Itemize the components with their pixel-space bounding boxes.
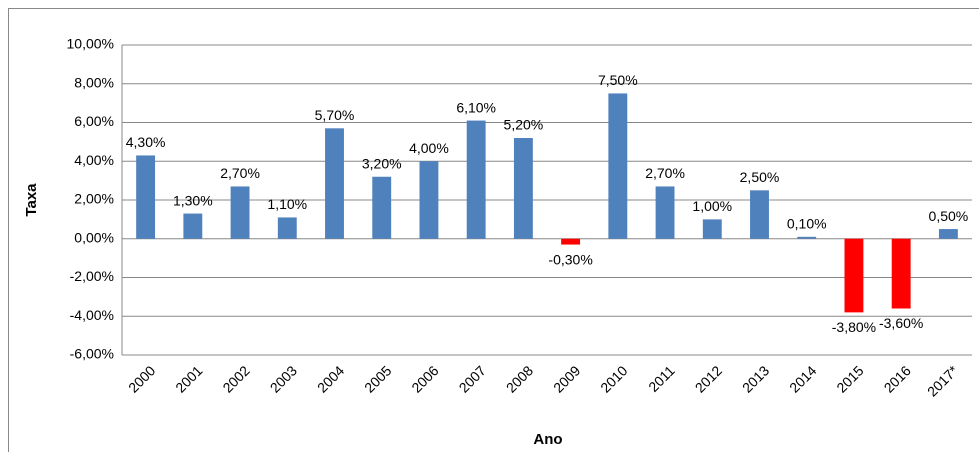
x-tick-label: 2015 bbox=[833, 362, 866, 395]
bar bbox=[891, 238, 911, 309]
bar bbox=[608, 93, 628, 239]
x-tick-label: 2004 bbox=[314, 362, 347, 395]
y-tick-label: 4,00% bbox=[74, 152, 114, 168]
y-tick-label: 2,00% bbox=[74, 191, 114, 207]
y-tick-label: -6,00% bbox=[70, 346, 114, 362]
x-tick-label: 2005 bbox=[361, 362, 394, 395]
value-label: 7,50% bbox=[598, 72, 638, 88]
y-tick-label: 10,00% bbox=[67, 36, 114, 52]
bar bbox=[230, 186, 250, 239]
value-label: 5,70% bbox=[315, 107, 355, 123]
x-tick-label: 2003 bbox=[267, 362, 300, 395]
value-label: 4,00% bbox=[409, 140, 449, 156]
bar bbox=[702, 219, 722, 239]
value-label: -3,60% bbox=[879, 315, 923, 331]
bar bbox=[277, 217, 297, 239]
value-label: 1,10% bbox=[267, 196, 307, 212]
bar bbox=[183, 213, 203, 239]
x-tick-label: 2001 bbox=[172, 362, 205, 395]
value-label: 3,20% bbox=[362, 155, 402, 171]
y-tick-label: -2,00% bbox=[70, 268, 114, 284]
value-label: 1,30% bbox=[173, 192, 213, 208]
x-tick-label: 2007 bbox=[456, 362, 489, 395]
x-tick-label: 2002 bbox=[219, 362, 252, 395]
value-label: 2,70% bbox=[645, 165, 685, 181]
chart-border bbox=[8, 8, 979, 452]
x-tick-label: 2006 bbox=[408, 362, 441, 395]
x-tick-label: 2010 bbox=[597, 362, 630, 395]
bar bbox=[372, 176, 392, 239]
x-axis-title: Ano bbox=[533, 431, 562, 448]
y-tick-label: 6,00% bbox=[74, 113, 114, 129]
value-label: 5,20% bbox=[504, 117, 544, 133]
bar bbox=[750, 190, 769, 239]
x-tick-label: 2009 bbox=[550, 362, 583, 395]
x-tick-label: 2000 bbox=[125, 362, 158, 395]
x-tick-label: 2012 bbox=[692, 362, 725, 395]
bar bbox=[419, 161, 439, 239]
value-label: -0,30% bbox=[548, 251, 592, 267]
x-tick-label: 2016 bbox=[881, 362, 914, 395]
bar bbox=[136, 155, 156, 239]
value-label: 2,50% bbox=[740, 169, 780, 185]
value-label: 0,50% bbox=[929, 208, 969, 224]
y-tick-label: 0,00% bbox=[74, 229, 114, 245]
value-label: -3,80% bbox=[832, 319, 876, 335]
x-tick-label: 2014 bbox=[786, 362, 819, 395]
x-tick-label: 2008 bbox=[503, 362, 536, 395]
bar bbox=[655, 186, 675, 239]
y-axis-title: Taxa bbox=[23, 183, 40, 217]
x-tick-label: 2017* bbox=[924, 362, 962, 400]
bar bbox=[466, 120, 486, 239]
y-tick-label: -4,00% bbox=[70, 307, 114, 323]
value-label: 4,30% bbox=[126, 134, 166, 150]
bar bbox=[513, 138, 533, 239]
bar bbox=[938, 229, 958, 239]
value-label: 1,00% bbox=[692, 198, 732, 214]
value-label: 6,10% bbox=[456, 99, 496, 115]
value-label: 0,10% bbox=[787, 216, 827, 232]
value-label: 2,70% bbox=[220, 165, 260, 181]
bar bbox=[797, 236, 817, 239]
bar bbox=[844, 238, 864, 313]
y-tick-label: 8,00% bbox=[74, 74, 114, 90]
bar bbox=[561, 238, 581, 245]
x-tick-label: 2013 bbox=[739, 362, 772, 395]
x-tick-label: 2011 bbox=[645, 362, 678, 395]
bar bbox=[325, 128, 344, 239]
